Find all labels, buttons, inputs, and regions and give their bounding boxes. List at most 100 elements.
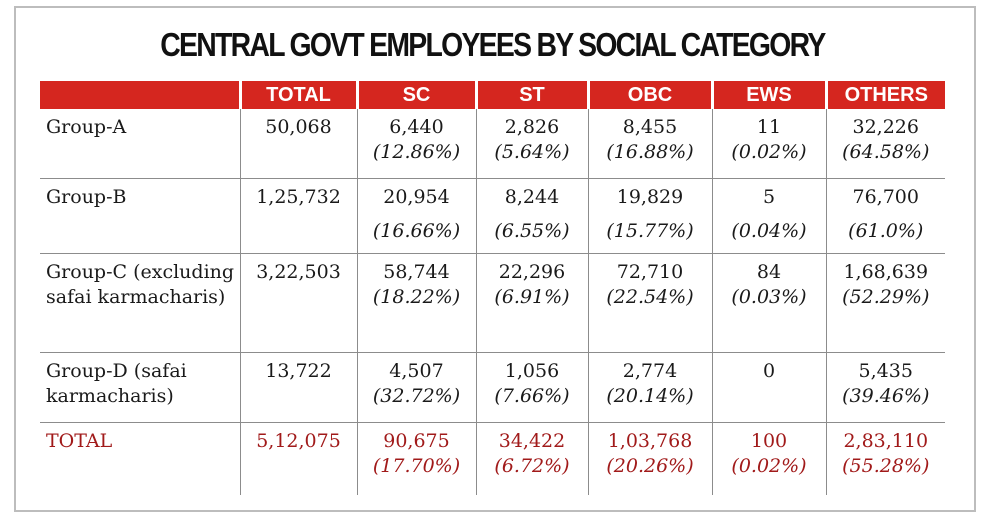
cell-percentage: (0.03%) bbox=[731, 286, 807, 308]
header-cell-label bbox=[40, 81, 242, 109]
cell-obc: 1,03,768 (20.26%) bbox=[587, 422, 712, 495]
cell-percentage: (15.77%) bbox=[606, 220, 694, 242]
cell-percentage: (6.91%) bbox=[494, 286, 570, 308]
cell-others: 76,700 (61.0%) bbox=[825, 178, 945, 254]
cell-percentage: (7.66%) bbox=[494, 385, 570, 407]
header-cell-ews: EWS bbox=[710, 81, 828, 109]
cell-value: 0 bbox=[762, 360, 776, 382]
cell-value: 76,700 bbox=[852, 186, 919, 208]
cell-value: 58,744 bbox=[383, 261, 450, 283]
header-cell-sc: SC bbox=[355, 81, 478, 109]
cell-value: 2,826 bbox=[504, 116, 560, 138]
header-cell-st: ST bbox=[474, 81, 590, 109]
row-label: Group-C (excluding safai karmacharis) bbox=[40, 253, 240, 353]
cell-value: 72,710 bbox=[616, 261, 684, 283]
cell-percentage: (5.64%) bbox=[494, 141, 570, 163]
cell-st: 2,826 (5.64%) bbox=[475, 109, 588, 179]
cell-sc: 6,440 (12.86%) bbox=[356, 109, 476, 179]
cell-value: 8,455 bbox=[622, 116, 678, 138]
cell-value: 84 bbox=[756, 261, 782, 283]
cell-st: 22,296 (6.91%) bbox=[475, 253, 588, 353]
cell-obc: 72,710 (22.54%) bbox=[587, 253, 712, 353]
cell-percentage: (0.02%) bbox=[731, 141, 807, 163]
cell-value: 100 bbox=[750, 430, 788, 452]
cell-percentage: (39.46%) bbox=[842, 385, 930, 407]
cell-percentage: (0.04%) bbox=[731, 220, 807, 242]
cell-value: 13,722 bbox=[265, 360, 332, 382]
cell-percentage: (12.86%) bbox=[372, 141, 461, 163]
total-row: TOTAL 5,12,075 90,675 (17.70%) 34,422 (6.72%)… bbox=[40, 422, 945, 495]
cell-percentage: (52.29%) bbox=[842, 286, 930, 308]
cell-ews: 84 (0.03%) bbox=[711, 253, 826, 353]
cell-others: 2,83,110 (55.28%) bbox=[825, 422, 945, 495]
cell-percentage: (61.0%) bbox=[848, 220, 924, 242]
cell-percentage: (6.55%) bbox=[494, 220, 570, 242]
cell-value: 2,774 bbox=[622, 360, 678, 382]
cell-value: 50,068 bbox=[265, 116, 332, 138]
cell-others: 1,68,639 (52.29%) bbox=[825, 253, 945, 353]
cell-ews: 100 (0.02%) bbox=[711, 422, 826, 495]
table-body: Group-A 50,068 6,440 (12.86%) 2,826 (5.64%) 8,… bbox=[40, 109, 945, 495]
cell-ews: 5 (0.04%) bbox=[711, 178, 826, 254]
cell-value: 34,422 bbox=[498, 430, 566, 452]
cell-sc: 4,507 (32.72%) bbox=[356, 352, 476, 423]
cell-percentage: (20.14%) bbox=[606, 385, 694, 407]
table-row: Group-B 1,25,732 20,954 (16.66%) 8,244 (6.55%… bbox=[40, 178, 945, 254]
employees-table: TOTAL SC ST OBC EWS OTHERS Group-A 50,068… bbox=[40, 81, 945, 495]
cell-percentage: (17.70%) bbox=[372, 455, 461, 477]
cell-value: 1,68,639 bbox=[843, 261, 929, 283]
cell-value: 1,03,768 bbox=[607, 430, 693, 452]
cell-value: 4,507 bbox=[389, 360, 444, 382]
cell-percentage: (20.26%) bbox=[606, 455, 694, 477]
header-cell-others: OTHERS bbox=[824, 81, 945, 109]
cell-total: 13,722 bbox=[239, 352, 357, 423]
cell-st: 34,422 (6.72%) bbox=[475, 422, 588, 495]
cell-total: 5,12,075 bbox=[239, 422, 357, 495]
cell-percentage: (6.72%) bbox=[494, 455, 570, 477]
row-label: Group-A bbox=[40, 109, 240, 179]
cell-obc: 8,455 (16.88%) bbox=[587, 109, 712, 179]
cell-percentage: (18.22%) bbox=[372, 286, 461, 308]
cell-others: 32,226 (64.58%) bbox=[825, 109, 945, 179]
cell-obc: 19,829 (15.77%) bbox=[587, 178, 712, 254]
table-row: Group-A 50,068 6,440 (12.86%) 2,826 (5.64%) 8,… bbox=[40, 109, 945, 179]
cell-others: 5,435 (39.46%) bbox=[825, 352, 945, 423]
row-label: Group-B bbox=[40, 178, 240, 254]
cell-percentage: (16.66%) bbox=[372, 220, 461, 242]
cell-percentage: (32.72%) bbox=[372, 385, 461, 407]
cell-ews: 0 bbox=[711, 352, 826, 423]
cell-ews: 11 (0.02%) bbox=[711, 109, 826, 179]
cell-value: 8,244 bbox=[504, 186, 560, 208]
cell-value: 5 bbox=[762, 186, 776, 208]
cell-percentage: (22.54%) bbox=[606, 286, 694, 308]
cell-value: 5,12,075 bbox=[256, 430, 341, 452]
cell-value: 1,056 bbox=[504, 360, 560, 382]
cell-sc: 58,744 (18.22%) bbox=[356, 253, 476, 353]
cell-value: 11 bbox=[756, 116, 782, 138]
header-cell-total: TOTAL bbox=[238, 81, 359, 109]
cell-total: 3,22,503 bbox=[239, 253, 357, 353]
cell-percentage: (0.02%) bbox=[731, 455, 807, 477]
cell-value: 2,83,110 bbox=[843, 430, 929, 452]
cell-total: 1,25,732 bbox=[239, 178, 357, 254]
cell-value: 19,829 bbox=[616, 186, 684, 208]
row-label: TOTAL bbox=[46, 430, 113, 452]
cell-value: 22,296 bbox=[498, 261, 566, 283]
header-cell-obc: OBC bbox=[586, 81, 714, 109]
cell-value: 1,25,732 bbox=[256, 186, 341, 208]
cell-value: 3,22,503 bbox=[256, 261, 341, 283]
cell-total: 50,068 bbox=[239, 109, 357, 179]
cell-value: 6,440 bbox=[389, 116, 444, 138]
header-row: TOTAL SC ST OBC EWS OTHERS bbox=[40, 81, 945, 109]
cell-sc: 90,675 (17.70%) bbox=[356, 422, 476, 495]
cell-st: 8,244 (6.55%) bbox=[475, 178, 588, 254]
cell-percentage: (55.28%) bbox=[842, 455, 930, 477]
cell-obc: 2,774 (20.14%) bbox=[587, 352, 712, 423]
cell-st: 1,056 (7.66%) bbox=[475, 352, 588, 423]
chart-title: CENTRAL GOVT EMPLOYEES BY SOCIAL CATEGOR… bbox=[160, 26, 826, 63]
cell-sc: 20,954 (16.66%) bbox=[356, 178, 476, 254]
cell-percentage: (64.58%) bbox=[842, 141, 930, 163]
cell-value: 5,435 bbox=[858, 360, 913, 382]
table-row: Group-C (excluding safai karmacharis) 3,2… bbox=[40, 253, 945, 353]
cell-value: 90,675 bbox=[383, 430, 450, 452]
